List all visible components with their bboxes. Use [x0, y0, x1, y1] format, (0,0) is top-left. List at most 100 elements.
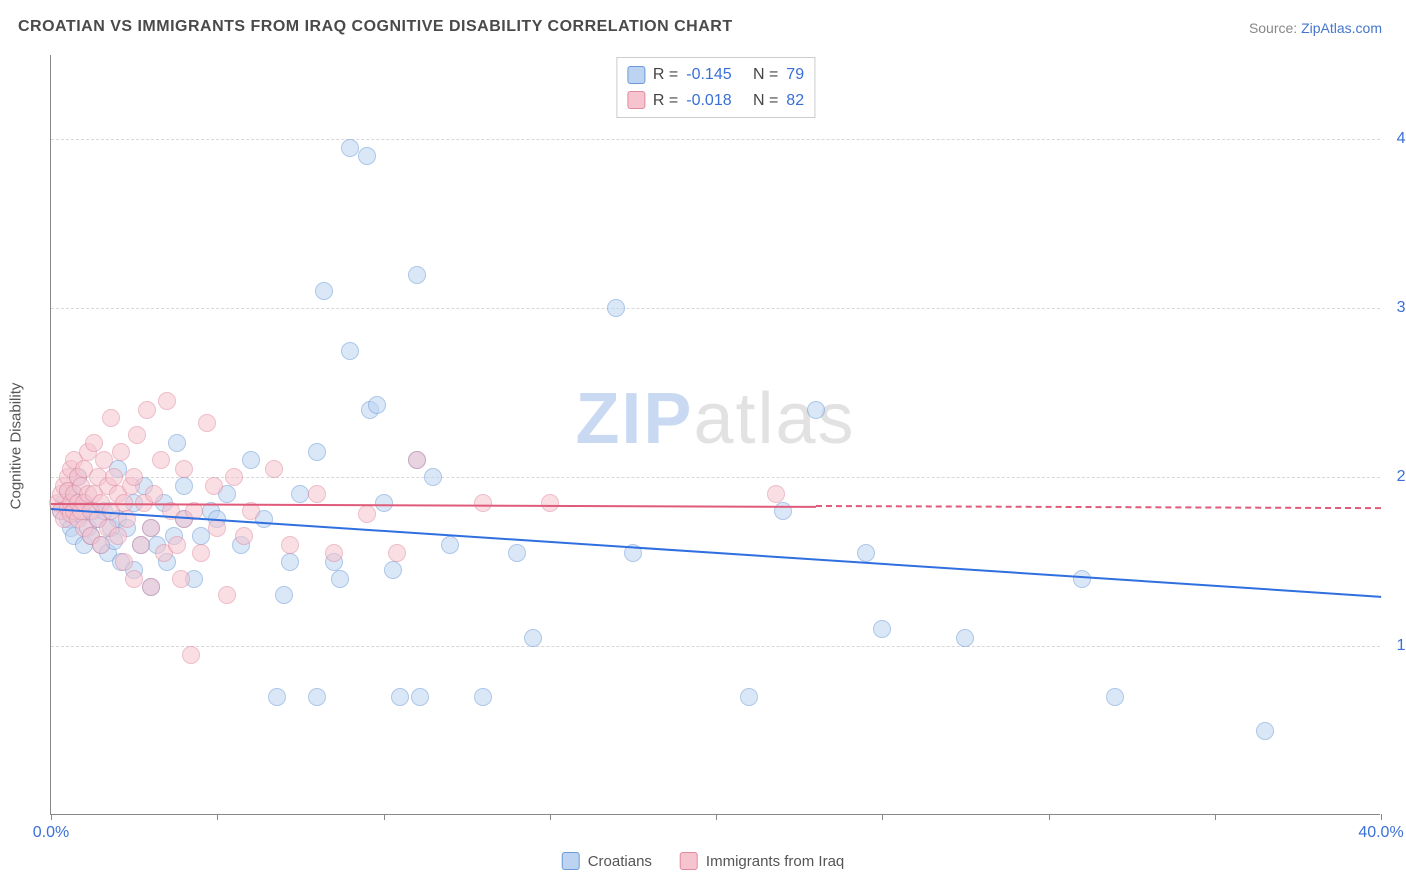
- data-point: [105, 468, 123, 486]
- legend-swatch: [562, 852, 580, 870]
- data-point: [102, 409, 120, 427]
- data-point: [508, 544, 526, 562]
- data-point: [168, 434, 186, 452]
- x-tick-mark: [1049, 814, 1050, 820]
- data-point: [128, 426, 146, 444]
- source-prefix: Source:: [1249, 20, 1301, 36]
- legend-R: -0.018: [686, 88, 731, 114]
- data-point: [1256, 722, 1274, 740]
- legend-N: 79: [786, 62, 804, 88]
- data-point: [112, 443, 130, 461]
- gridline: [51, 646, 1380, 647]
- scatter-plot-area: ZIPatlas R = -0.145 N = 79R = -0.018 N =…: [50, 55, 1380, 815]
- data-point: [408, 266, 426, 284]
- data-point: [142, 578, 160, 596]
- legend-label: Immigrants from Iraq: [706, 853, 844, 870]
- x-tick-mark: [882, 814, 883, 820]
- data-point: [125, 570, 143, 588]
- series-legend: Croatians Immigrants from Iraq: [562, 852, 845, 870]
- y-tick-label: 40.0%: [1386, 130, 1406, 148]
- data-point: [774, 502, 792, 520]
- data-point: [125, 468, 143, 486]
- source-link[interactable]: ZipAtlas.com: [1301, 20, 1382, 36]
- x-tick-mark: [1215, 814, 1216, 820]
- data-point: [242, 451, 260, 469]
- data-point: [142, 519, 160, 537]
- data-point: [308, 485, 326, 503]
- data-point: [358, 147, 376, 165]
- data-point: [857, 544, 875, 562]
- data-point: [235, 527, 253, 545]
- data-point: [291, 485, 309, 503]
- y-axis-label: Cognitive Disability: [8, 383, 25, 510]
- legend-R: -0.145: [686, 62, 731, 88]
- watermark: ZIPatlas: [575, 378, 855, 460]
- data-point: [408, 451, 426, 469]
- source-attribution: Source: ZipAtlas.com: [1249, 20, 1382, 36]
- trend-line: [816, 505, 1381, 509]
- data-point: [168, 536, 186, 554]
- data-point: [541, 494, 559, 512]
- data-point: [192, 544, 210, 562]
- data-point: [145, 485, 163, 503]
- y-tick-label: 30.0%: [1386, 299, 1406, 317]
- data-point: [205, 477, 223, 495]
- data-point: [172, 570, 190, 588]
- data-point: [391, 688, 409, 706]
- legend-item: Croatians: [562, 852, 652, 870]
- data-point: [138, 401, 156, 419]
- data-point: [384, 561, 402, 579]
- y-tick-label: 10.0%: [1386, 637, 1406, 655]
- data-point: [388, 544, 406, 562]
- data-point: [158, 392, 176, 410]
- data-point: [268, 688, 286, 706]
- legend-swatch: [627, 66, 645, 84]
- data-point: [331, 570, 349, 588]
- legend-item: Immigrants from Iraq: [680, 852, 844, 870]
- data-point: [281, 536, 299, 554]
- gridline: [51, 477, 1380, 478]
- correlation-legend: R = -0.145 N = 79R = -0.018 N = 82: [616, 57, 815, 118]
- data-point: [308, 443, 326, 461]
- x-tick-mark: [384, 814, 385, 820]
- data-point: [767, 485, 785, 503]
- data-point: [308, 688, 326, 706]
- x-tick-mark: [51, 814, 52, 820]
- legend-label: Croatians: [588, 853, 652, 870]
- data-point: [95, 451, 113, 469]
- data-point: [275, 586, 293, 604]
- legend-swatch: [680, 852, 698, 870]
- data-point: [109, 527, 127, 545]
- data-point: [92, 536, 110, 554]
- data-point: [208, 519, 226, 537]
- data-point: [265, 460, 283, 478]
- trend-line: [51, 508, 1381, 598]
- data-point: [182, 646, 200, 664]
- data-point: [115, 553, 133, 571]
- x-tick-label: 40.0%: [1358, 824, 1403, 842]
- data-point: [218, 586, 236, 604]
- x-tick-mark: [1381, 814, 1382, 820]
- data-point: [175, 460, 193, 478]
- chart-title: CROATIAN VS IMMIGRANTS FROM IRAQ COGNITI…: [18, 18, 733, 36]
- x-tick-mark: [716, 814, 717, 820]
- watermark-atlas: atlas: [693, 379, 855, 459]
- data-point: [424, 468, 442, 486]
- data-point: [740, 688, 758, 706]
- x-tick-mark: [550, 814, 551, 820]
- data-point: [325, 544, 343, 562]
- data-point: [358, 505, 376, 523]
- data-point: [375, 494, 393, 512]
- gridline: [51, 308, 1380, 309]
- data-point: [1106, 688, 1124, 706]
- data-point: [225, 468, 243, 486]
- legend-row: R = -0.145 N = 79: [627, 62, 804, 88]
- data-point: [192, 527, 210, 545]
- data-point: [85, 434, 103, 452]
- y-tick-label: 20.0%: [1386, 468, 1406, 486]
- x-tick-label: 0.0%: [33, 824, 69, 842]
- data-point: [1073, 570, 1091, 588]
- data-point: [341, 342, 359, 360]
- data-point: [175, 477, 193, 495]
- legend-row: R = -0.018 N = 82: [627, 88, 804, 114]
